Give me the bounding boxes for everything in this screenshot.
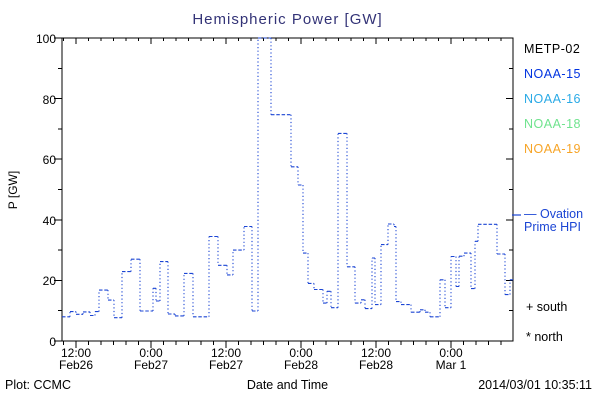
legend-item-metp-02: METP-02 — [524, 42, 581, 56]
x-tick-time: 0:00 — [139, 346, 163, 360]
plot-timestamp: 2014/03/01 10:35:11 — [478, 378, 592, 392]
x-tick-date: Feb28 — [283, 358, 319, 372]
legend-item-noaa-16: NOAA-16 — [524, 92, 581, 106]
x-axis-label: Date and Time — [246, 378, 329, 392]
y-tick-label: 80 — [42, 92, 56, 107]
x-tick-label: 0:00 Mar 1 — [419, 347, 483, 371]
legend-item-noaa-15: NOAA-15 — [524, 67, 581, 81]
x-tick-label: 0:00 Feb28 — [269, 347, 333, 371]
x-tick-label: 12:00 Feb26 — [44, 347, 108, 371]
ovation-label-line2: Prime HPI — [524, 220, 581, 234]
ovation-label-line1: — Ovation — [524, 207, 584, 221]
hemisphere-marker-north: * north — [526, 330, 563, 344]
x-tick-label: 12:00 Feb27 — [194, 347, 258, 371]
y-tick-label: 20 — [42, 274, 56, 289]
x-tick-date: Feb26 — [58, 358, 94, 372]
x-tick-label: 12:00 Feb28 — [344, 347, 408, 371]
x-tick-time: 0:00 — [289, 346, 313, 360]
legend-item-noaa-19: NOAA-19 — [524, 142, 581, 156]
plot-source-label: Plot: CCMC — [5, 378, 71, 392]
y-tick-label: 40 — [42, 213, 56, 228]
x-tick-date: Feb27 — [133, 358, 169, 372]
x-tick-time: 12:00 — [360, 346, 392, 360]
ovation-prime-hpi-label: — Ovation Prime HPI — [524, 208, 583, 234]
x-tick-time: 0:00 — [439, 346, 463, 360]
x-tick-time: 12:00 — [60, 346, 92, 360]
y-tick-label: 60 — [42, 153, 56, 168]
x-tick-date: Mar 1 — [435, 358, 467, 372]
chart-title: Hemispheric Power [GW] — [192, 11, 383, 28]
x-tick-label: 0:00 Feb27 — [119, 347, 183, 371]
hpi-step-curve — [62, 37, 513, 319]
legend-item-noaa-18: NOAA-18 — [524, 117, 581, 131]
x-tick-date: Feb27 — [208, 358, 244, 372]
axes-frame — [54, 37, 514, 348]
x-tick-date: Feb28 — [358, 358, 394, 372]
y-tick-label: 100 — [35, 32, 56, 46]
hemisphere-marker-south: + south — [526, 300, 568, 314]
x-tick-time: 12:00 — [210, 346, 242, 360]
y-tick-label: 0 — [49, 335, 56, 349]
